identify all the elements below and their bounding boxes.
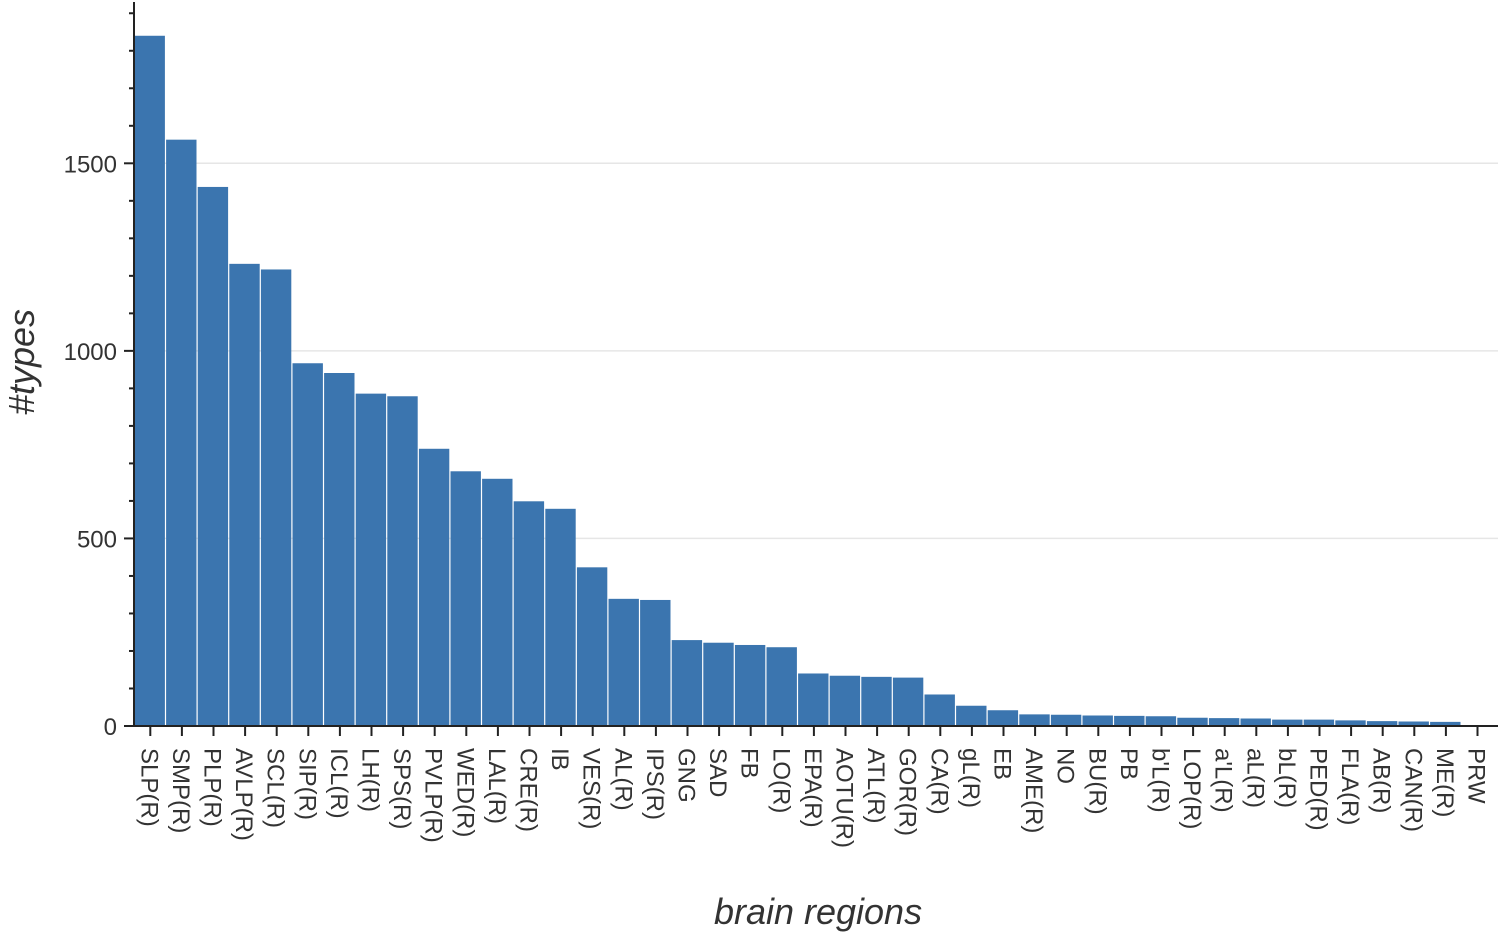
x-tick-label: EB xyxy=(989,748,1016,780)
bar-LO(R) xyxy=(766,647,797,726)
x-tick-label: AME(R) xyxy=(1020,748,1047,833)
x-tick-label: b'L(R) xyxy=(1147,748,1174,813)
y-axis-title: #types xyxy=(1,309,42,415)
bar-PB xyxy=(1114,715,1145,726)
bar-IB xyxy=(545,508,576,726)
bar-gL(R) xyxy=(956,705,987,726)
x-tick-label: SLP(R) xyxy=(135,748,162,827)
bar-LH(R) xyxy=(355,393,387,726)
x-tick-label: ME(R) xyxy=(1431,748,1458,817)
x-tick-label: AVLP(R) xyxy=(230,748,257,841)
bar-PLP(R) xyxy=(197,186,229,727)
x-tick-label: FLA(R) xyxy=(1336,748,1363,825)
bar-FB xyxy=(734,644,766,726)
x-tick-label: EPA(R) xyxy=(799,748,826,828)
bar-GNG xyxy=(671,640,703,726)
bar-EB xyxy=(987,710,1019,726)
x-tick-label: ICL(R) xyxy=(325,748,352,819)
x-tick-label: IPS(R) xyxy=(641,748,668,820)
x-tick-label: CAN(R) xyxy=(1399,748,1426,832)
bar-BU(R) xyxy=(1082,715,1113,726)
x-tick-label: AB(R) xyxy=(1368,748,1395,813)
bar-SLP(R) xyxy=(134,35,165,726)
bar-AVLP(R) xyxy=(229,263,260,726)
bar-PVLP(R) xyxy=(418,448,450,726)
x-tick-label: SPS(R) xyxy=(388,748,415,829)
bar-GOR(R) xyxy=(892,677,924,726)
y-axis-ticks: 0 500 1000 1500 xyxy=(64,12,134,741)
x-tick-label: SIP(R) xyxy=(293,748,320,820)
bar-NO xyxy=(1050,714,1082,726)
bar-bL(R) xyxy=(1272,719,1303,726)
bar-CAN(R) xyxy=(1398,721,1429,726)
x-tick-label: aL(R) xyxy=(1241,748,1268,808)
x-tick-label: NO xyxy=(1052,748,1079,784)
x-tick-label: LH(R) xyxy=(357,748,384,812)
bar-EPA(R) xyxy=(798,673,829,726)
x-axis-ticks: SLP(R) SMP(R) PLP(R) AVLP(R) SCL(R) SIP(R) ICL… xyxy=(135,726,1490,848)
bar-a'L(R) xyxy=(1208,718,1240,726)
bar-PED(R) xyxy=(1303,719,1335,726)
bar-aL(R) xyxy=(1240,718,1271,726)
bar-SAD xyxy=(703,642,734,726)
bar-b'L(R) xyxy=(1145,716,1177,726)
y-tick-label: 1000 xyxy=(64,339,117,366)
x-tick-label: CRE(R) xyxy=(515,748,542,832)
bar-IPS(R) xyxy=(640,599,671,726)
x-tick-label: CA(R) xyxy=(925,748,952,815)
bar-SPS(R) xyxy=(387,396,418,726)
x-tick-label: SCL(R) xyxy=(262,748,289,828)
bar-AME(R) xyxy=(1019,714,1050,726)
x-tick-label: LO(R) xyxy=(767,748,794,813)
x-tick-label: LAL(R) xyxy=(483,748,510,824)
x-tick-label: PRW xyxy=(1463,748,1490,804)
x-tick-label: ATL(R) xyxy=(862,748,889,824)
y-tick-label: 0 xyxy=(104,714,117,741)
x-tick-label: FB xyxy=(736,748,763,779)
x-tick-label: PB xyxy=(1115,748,1142,780)
x-tick-label: IB xyxy=(546,748,573,771)
bar-VES(R) xyxy=(576,567,608,726)
y-tick-label: 500 xyxy=(77,526,117,553)
x-tick-label: PLP(R) xyxy=(199,748,226,827)
y-tick-label: 1500 xyxy=(64,151,117,178)
x-axis-title: brain regions xyxy=(714,891,922,932)
bar-LOP(R) xyxy=(1177,717,1208,726)
x-tick-label: SAD xyxy=(704,748,731,797)
x-tick-label: bL(R) xyxy=(1273,748,1300,808)
x-tick-label: AL(R) xyxy=(609,748,636,811)
bar-WED(R) xyxy=(450,471,481,726)
bar-ATL(R) xyxy=(861,676,892,726)
x-tick-label: SMP(R) xyxy=(167,748,194,833)
x-tick-label: a'L(R) xyxy=(1210,748,1237,813)
bar-SMP(R) xyxy=(166,139,197,726)
x-tick-label: PED(R) xyxy=(1305,748,1332,831)
bar-CRE(R) xyxy=(513,501,545,726)
x-tick-label: AOTU(R) xyxy=(831,748,858,848)
x-tick-label: GNG xyxy=(673,748,700,803)
bar-SCL(R) xyxy=(260,269,292,726)
bar-LAL(R) xyxy=(482,478,513,726)
axes xyxy=(133,2,1498,727)
bar-FLA(R) xyxy=(1335,720,1366,726)
bar-AL(R) xyxy=(608,598,639,726)
bar-AOTU(R) xyxy=(829,675,861,726)
x-tick-label: GOR(R) xyxy=(894,748,921,836)
bars xyxy=(134,35,1461,727)
bar-AB(R) xyxy=(1366,721,1398,726)
bar-SIP(R) xyxy=(292,363,323,726)
x-tick-label: WED(R) xyxy=(451,748,478,837)
x-tick-label: BU(R) xyxy=(1083,748,1110,815)
x-tick-label: gL(R) xyxy=(957,748,984,808)
x-tick-label: LOP(R) xyxy=(1178,748,1205,829)
x-tick-label: PVLP(R) xyxy=(420,748,447,843)
bar-ICL(R) xyxy=(324,373,355,726)
x-tick-label: VES(R) xyxy=(578,748,605,829)
bar-CA(R) xyxy=(924,694,955,726)
bar-ME(R) xyxy=(1430,721,1461,726)
